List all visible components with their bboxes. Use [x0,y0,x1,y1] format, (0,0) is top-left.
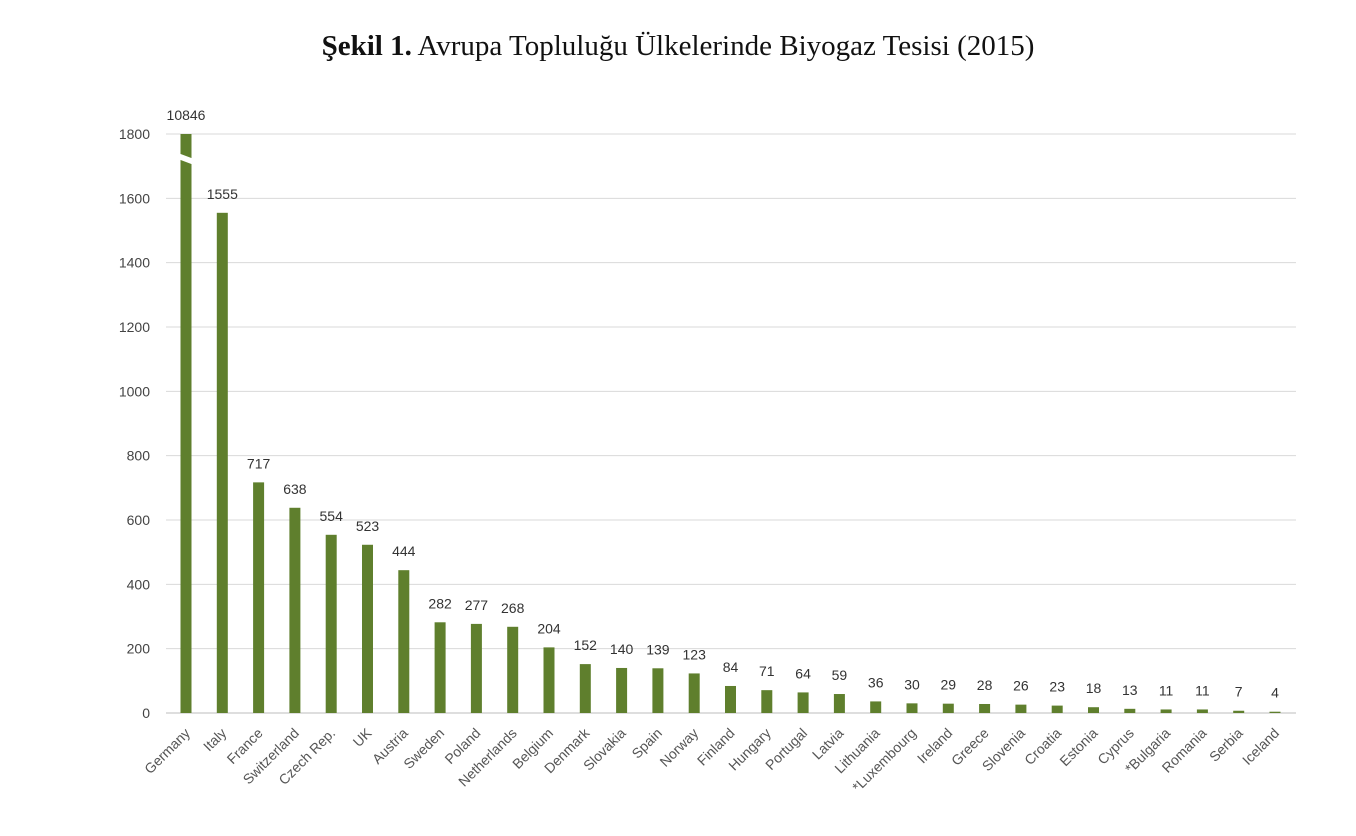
figure-caption: Şekil 1. Avrupa Topluluğu Ülkelerinde Bi… [0,30,1356,63]
bar-serbia [1233,710,1245,713]
data-label: 277 [465,597,489,613]
axis-break-mark [178,153,194,165]
data-label: 204 [537,620,561,636]
x-tick-label: Ireland [914,725,956,767]
data-label: 84 [723,659,739,675]
bar-cyprus [1124,708,1136,713]
x-tick-label: *Luxembourg [849,725,919,795]
bar-slovakia [616,667,628,713]
bar-ireland [942,703,954,713]
bar-portugal [797,692,809,713]
x-tick-label: Norway [656,725,701,770]
y-tick-label: 1600 [119,190,150,206]
bar-sweden [434,622,446,713]
data-label: 523 [356,518,380,534]
y-tick-label: 800 [127,448,151,464]
bar-lithuania [870,701,882,713]
bar-estonia [1088,707,1099,713]
data-label: 123 [683,646,707,662]
y-axis-ticks: 0 200 400 600 800 1000 1200 1400 1600 1800 [119,126,150,721]
bar-iceland [1269,711,1281,713]
data-label: 282 [428,595,452,611]
x-tick-label: Iceland [1239,725,1282,768]
data-label: 18 [1086,680,1102,696]
bar-uk [362,544,373,713]
y-tick-label: 200 [127,641,151,657]
bar-poland [470,623,482,713]
bar-norway [688,673,700,713]
data-label: 7 [1235,684,1243,700]
bar-slovenia [1015,704,1027,713]
bar-italy [216,212,228,713]
bar-france [253,482,265,713]
figure-title: Avrupa Topluluğu Ülkelerinde Biyogaz Tes… [417,30,1035,62]
y-tick-label: 400 [127,576,151,592]
figure-label: Şekil 1. [321,30,412,62]
data-label: 268 [501,600,525,616]
bar-hungary [761,690,773,713]
bar-luxembourg [906,703,918,713]
bar-spain [652,668,664,713]
data-label: 23 [1049,679,1065,695]
data-label: 30 [904,676,920,692]
data-label: 59 [832,667,848,683]
data-label: 152 [574,637,598,653]
y-tick-label: 1200 [119,319,150,335]
data-label: 140 [610,641,634,657]
bar-germany [180,134,192,713]
bars [178,134,1281,713]
data-label: 36 [868,674,884,690]
data-label: 29 [941,677,957,693]
data-label: 11 [1159,682,1174,698]
bar-czechrep [325,534,337,713]
bar-finland [725,685,736,713]
data-label: 554 [320,508,344,524]
data-label: 1555 [207,186,238,202]
bar-bulgaria [1160,709,1172,713]
y-tick-label: 600 [127,512,151,528]
data-label: 64 [795,665,811,681]
bar-romania [1196,709,1208,713]
data-label: 444 [392,543,416,559]
bar-latvia [833,694,845,713]
y-tick-label: 1000 [119,383,150,399]
data-label: 4 [1271,685,1279,701]
bar-switzerland [289,507,301,713]
bar-croatia [1051,705,1063,713]
gridlines [166,133,1296,714]
x-tick-label: Germany [141,725,193,777]
x-tick-label: Italy [200,725,229,754]
data-label: 717 [247,455,271,471]
x-tick-label: UK [350,724,376,750]
data-label: 11 [1195,682,1210,698]
y-tick-label: 1400 [119,255,150,271]
bar-belgium [543,647,555,713]
bar-austria [398,570,410,713]
data-label: 71 [759,663,775,679]
bar-denmark [579,664,591,713]
x-tick-label: Croatia [1021,725,1064,768]
y-tick-label: 1800 [119,126,150,142]
bar-netherlands [507,626,519,713]
data-label: 28 [977,677,993,693]
data-label: 10846 [167,107,206,123]
x-tick-label: Sweden [400,725,447,772]
data-label: 139 [646,641,670,657]
data-label: 26 [1013,678,1029,694]
data-label: 13 [1122,682,1138,698]
x-tick-label: Estonia [1056,725,1100,769]
data-label: 638 [283,481,307,497]
y-tick-label: 0 [142,705,150,721]
bar-greece [979,703,991,713]
